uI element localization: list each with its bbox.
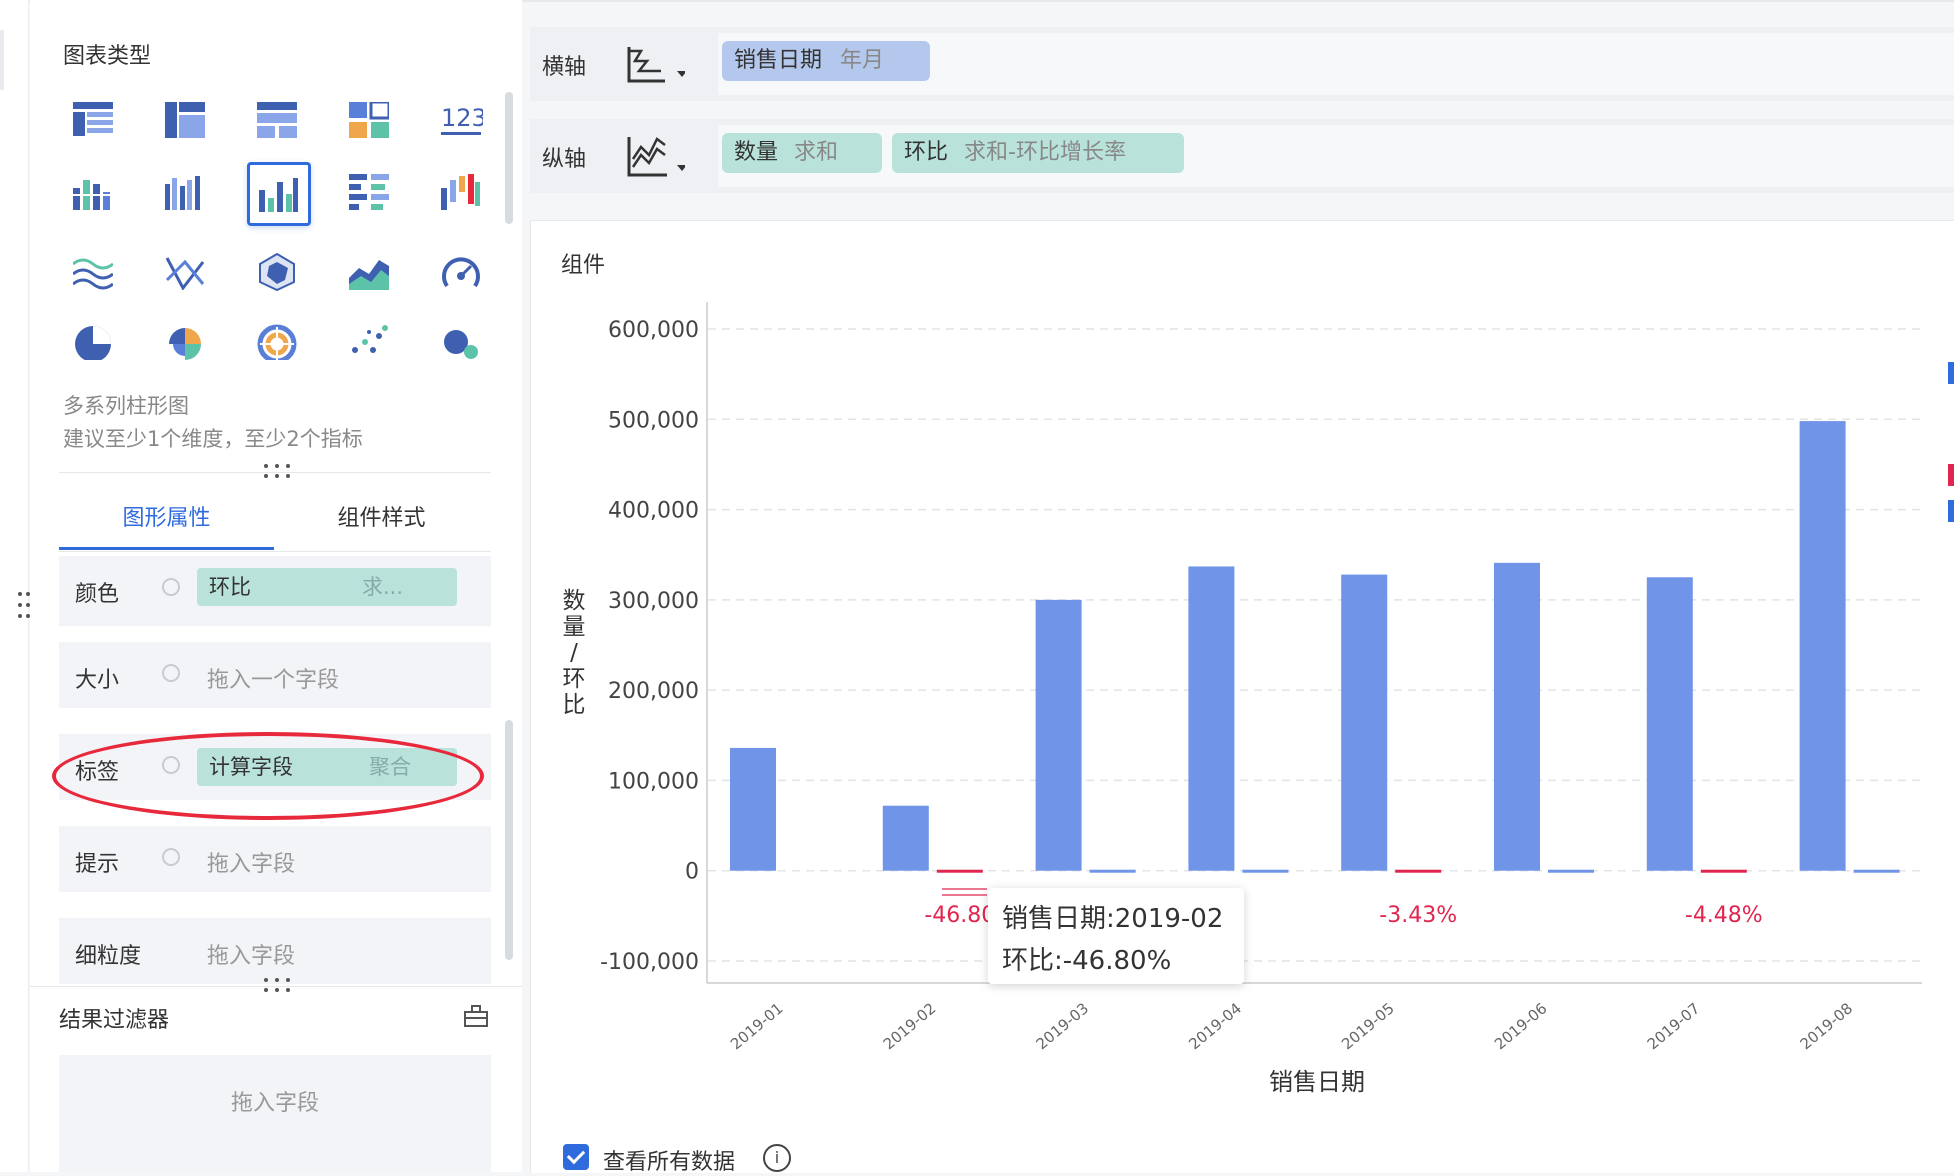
x-axis-sort-icon[interactable] (625, 41, 687, 87)
scatter-icon[interactable] (339, 320, 399, 360)
tooltip-mom: 环比:-46.80% (1002, 946, 1172, 976)
result-filter-title: 结果过滤器 (59, 1008, 170, 1033)
divider (59, 472, 491, 473)
top-border (0, 0, 1954, 2)
color-row: 颜色 环比 求... (59, 556, 491, 626)
color-settings-icon[interactable] (162, 578, 180, 596)
size-row: 大小 拖入一个字段 (59, 642, 491, 708)
kpi-card-icon[interactable] (339, 90, 399, 150)
show-all-checkbox[interactable] (563, 1144, 589, 1170)
chart-tooltip: 销售日期:2019-02 环比:-46.80% (988, 888, 1244, 984)
color-field-agg: 求... (362, 575, 404, 599)
sunburst-icon[interactable] (247, 320, 307, 360)
filter-settings-icon[interactable] (463, 1004, 489, 1032)
section-resize-handle-top[interactable] (262, 462, 292, 480)
show-all-label: 查看所有数据 (603, 1150, 736, 1175)
x-axis-drop-zone[interactable]: 销售日期 年月 (718, 33, 1954, 95)
pie-chart-icon[interactable] (63, 320, 123, 360)
size-settings-icon[interactable] (162, 664, 180, 682)
waterfall-bar-icon[interactable] (431, 162, 491, 222)
chart-component: 组件 (530, 220, 1954, 1173)
divider (30, 986, 522, 987)
tooltip-drop-zone[interactable]: 拖入字段 (207, 852, 296, 877)
area-chart-icon[interactable] (339, 242, 399, 302)
size-label: 大小 (75, 668, 120, 693)
tab-component-style[interactable]: 组件样式 (337, 506, 426, 531)
section-resize-handle-bottom[interactable] (262, 976, 292, 994)
y-field2-pill[interactable]: 环比 求和-环比增长率 (892, 133, 1184, 173)
granularity-row: 细粒度 拖入字段 (59, 918, 491, 984)
x-field-sub: 年月 (840, 48, 885, 73)
highlight-annotation-ellipse (52, 732, 484, 820)
y-field2-sub: 求和-环比增长率 (964, 140, 1126, 165)
x-field-pill[interactable]: 销售日期 年月 (722, 41, 930, 81)
gauge-icon[interactable] (431, 242, 491, 302)
y-field1-sub: 求和 (794, 140, 839, 165)
active-tab-underline (59, 547, 274, 550)
legend-marker-red (1948, 464, 1954, 486)
tooltip-date: 销售日期:2019-02 (1002, 904, 1224, 934)
size-drop-zone[interactable]: 拖入一个字段 (207, 668, 340, 693)
tooltip-row: 提示 拖入字段 (59, 826, 491, 892)
number-icon[interactable]: 123 (431, 90, 491, 150)
granularity-label: 细粒度 (75, 944, 142, 969)
chart-config-panel: 图表类型 123 (30, 0, 522, 1172)
legend-marker-blue (1948, 362, 1954, 384)
left-collapse-strip[interactable] (0, 0, 29, 1172)
legend-marker-blue (1948, 500, 1954, 522)
number-icon-text: 123 (441, 104, 483, 132)
color-field-pill[interactable]: 环比 求... (197, 568, 457, 606)
multi-series-bar-icon[interactable] (247, 162, 311, 226)
chart-type-hint: 建议至少1个维度，至少2个指标 (63, 427, 363, 451)
chart-type-name: 多系列柱形图 (63, 394, 189, 418)
x-axis-label: 横轴 (542, 55, 587, 80)
properties-scrollbar[interactable] (505, 720, 513, 960)
tooltip-label: 提示 (75, 852, 120, 877)
y-field2-name: 环比 (904, 140, 949, 165)
x-field-name: 销售日期 (734, 48, 823, 73)
component-title: 组件 (561, 253, 606, 278)
divider (59, 551, 491, 552)
y-field1-name: 数量 (734, 140, 779, 165)
color-field-name: 环比 (209, 575, 251, 599)
detail-table-icon[interactable] (247, 90, 307, 150)
table-icon[interactable] (63, 90, 123, 150)
filter-placeholder: 拖入字段 (230, 1091, 319, 1116)
info-icon[interactable]: i (763, 1144, 791, 1172)
rose-chart-icon[interactable] (155, 320, 215, 360)
collapse-tab[interactable] (0, 30, 4, 90)
grouped-bar-icon[interactable] (155, 162, 215, 222)
chart-type-title: 图表类型 (63, 44, 152, 69)
horizontal-bar-icon[interactable] (339, 162, 399, 222)
line-chart-icon[interactable] (63, 242, 123, 302)
y-axis-drop-zone[interactable]: 数量 求和 环比 求和-环比增长率 (718, 125, 1954, 187)
granularity-drop-zone[interactable]: 拖入字段 (207, 944, 296, 969)
cross-table-icon[interactable] (155, 90, 215, 150)
crossing-line-icon[interactable] (155, 242, 215, 302)
tab-graphic-properties[interactable]: 图形属性 (122, 506, 211, 531)
radar-chart-icon[interactable] (247, 242, 307, 302)
stacked-bar-icon[interactable] (63, 162, 123, 222)
y-axis-row: 纵轴 数量 求和 环比 求和-环比增长率 (530, 119, 1954, 193)
property-tabs: 图形属性 组件样式 (59, 490, 491, 550)
bubble-icon[interactable] (431, 320, 491, 360)
y-field1-pill[interactable]: 数量 求和 (722, 133, 882, 173)
color-label: 颜色 (75, 582, 120, 607)
x-axis-row: 横轴 销售日期 年月 (530, 27, 1954, 101)
filter-drop-zone[interactable]: 拖入字段 (59, 1055, 491, 1172)
y-axis-label: 纵轴 (542, 147, 587, 172)
panel-resize-handle[interactable] (17, 590, 31, 620)
y-axis-chart-icon[interactable] (625, 133, 687, 179)
tooltip-settings-icon[interactable] (162, 848, 180, 866)
chart-type-scrollbar[interactable] (505, 92, 513, 224)
